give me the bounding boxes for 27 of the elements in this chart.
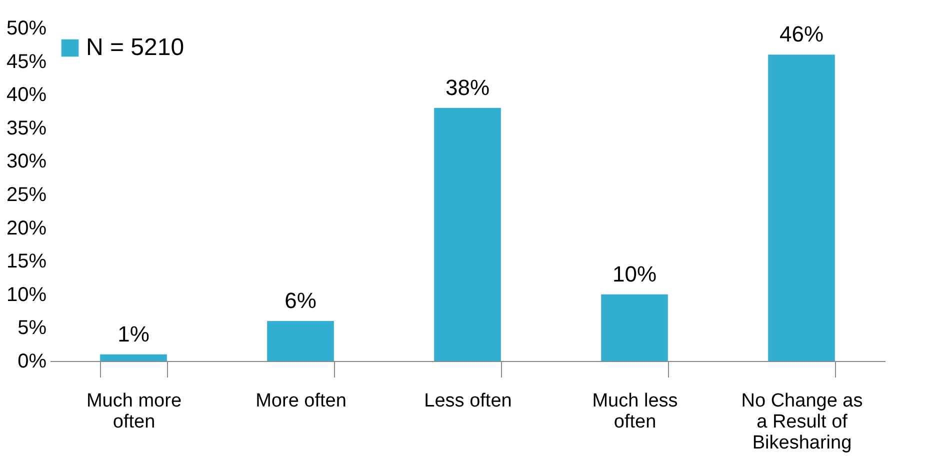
bar [267, 321, 334, 361]
y-tick-label: 15% [6, 250, 47, 273]
y-tick-label: 40% [6, 84, 47, 106]
bar [768, 54, 835, 361]
x-tick-label: No Change as a Result of Bikesharing [741, 390, 863, 454]
y-tick-label: 30% [6, 150, 47, 173]
data-label: 10% [612, 261, 657, 286]
data-label: 1% [118, 321, 150, 346]
y-tick-label: 20% [6, 217, 47, 240]
data-label: 46% [779, 22, 824, 47]
data-label: 38% [445, 74, 490, 100]
y-tick-label: 25% [6, 184, 47, 206]
x-tick-label: Less often [424, 390, 512, 412]
data-label: 6% [284, 288, 316, 314]
y-tick-label: 45% [6, 50, 47, 73]
x-tick-label: Much less often [592, 390, 678, 432]
bar [601, 294, 668, 361]
x-tick-label: More often [256, 390, 346, 412]
legend-label: N = 5210 [86, 34, 184, 61]
x-tick-label: Much more often [86, 390, 182, 432]
bar [434, 108, 501, 361]
y-tick-label: 50% [6, 18, 47, 40]
y-tick-label: 5% [18, 317, 47, 340]
y-tick-label: 35% [6, 117, 47, 140]
y-tick-label: 10% [6, 284, 47, 306]
bar [100, 354, 167, 361]
y-tick-label: 0% [18, 350, 47, 372]
